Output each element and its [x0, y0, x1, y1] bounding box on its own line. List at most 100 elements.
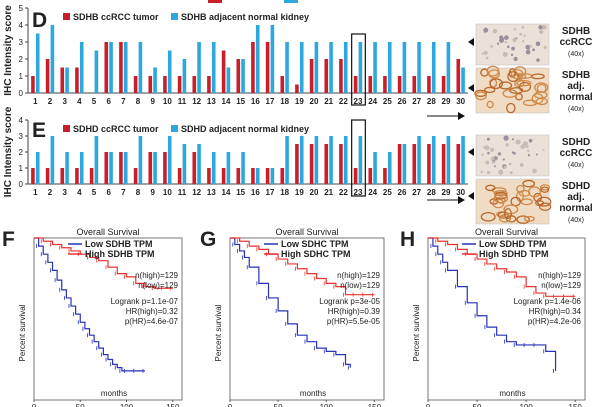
- x-tick-label: 13: [207, 97, 216, 106]
- tissue-tubule: [518, 81, 532, 92]
- km-legend-label: High SDHD TPM: [479, 249, 549, 259]
- bar-tumor-2: [45, 168, 50, 184]
- tissue-nucleus: [506, 45, 510, 49]
- bar-normal-27: [417, 136, 421, 184]
- bar-tumor-22: [339, 59, 343, 93]
- tissue-nucleus: [481, 153, 484, 156]
- bar-normal-28: [431, 42, 436, 93]
- x-tick-label: 27: [412, 97, 421, 106]
- ihc-image-title-line: SDHB: [562, 26, 590, 37]
- x-tick-label: 29: [442, 97, 451, 106]
- tissue-nucleus: [483, 27, 489, 33]
- bar-normal-2: [50, 25, 55, 93]
- ihc-image-title: SDHD ccRCC: [560, 137, 593, 159]
- tissue-nucleus: [493, 165, 496, 168]
- x-tick-label: 6: [106, 97, 111, 106]
- km-legend-label: High SDHB TPM: [85, 249, 155, 259]
- tissue-tubule: [488, 69, 501, 79]
- x-tick-label: 20: [310, 188, 319, 197]
- bar-normal-4: [79, 42, 84, 93]
- tissue-nucleus: [523, 34, 526, 37]
- ihc-image-title-line: SDHD: [562, 137, 590, 148]
- bar-normal-19: [299, 42, 304, 93]
- tissue-nucleus: [521, 40, 525, 43]
- tissue-tubule: [539, 202, 552, 211]
- tissue-nucleus: [480, 170, 484, 174]
- bar-normal-9: [153, 152, 157, 184]
- bar-normal-1: [35, 33, 40, 93]
- km-x-tick-label: 100: [519, 403, 533, 407]
- tissue-nucleus: [525, 49, 531, 55]
- tissue-tubule: [485, 184, 496, 192]
- bar-normal-25: [387, 152, 392, 184]
- tissue-nucleus: [498, 169, 504, 175]
- bar-normal-21: [329, 136, 333, 184]
- tissue-tubule: [528, 186, 541, 198]
- km-stat: Logrank p=1.4e-06: [514, 297, 582, 306]
- tissue-nucleus: [535, 153, 538, 156]
- x-tick-label: 11: [178, 188, 187, 197]
- km-title: Overall Survival: [475, 227, 538, 237]
- tissue-tubule: [536, 196, 552, 207]
- bar-normal-25: [387, 42, 392, 93]
- km-x-axis-title: months: [499, 389, 525, 398]
- km-x-tick-label: 0: [228, 403, 233, 407]
- bar-tumor-3: [60, 67, 65, 93]
- tissue-nucleus: [486, 137, 490, 141]
- tissue-tubule: [498, 81, 513, 90]
- panel-letter-D: D: [32, 9, 47, 32]
- km-x-axis-title: months: [101, 389, 127, 398]
- x-tick-label: 17: [266, 97, 275, 106]
- x-tick-label: 12: [192, 97, 201, 106]
- bar-normal-18: [285, 42, 289, 93]
- tissue-nucleus: [486, 170, 491, 175]
- km-plot-frame: [33, 237, 183, 401]
- tissue-tubule: [509, 87, 524, 94]
- bar-normal-21: [329, 42, 333, 93]
- km-stat: HR(high)=0.32: [126, 307, 179, 316]
- legend-label: SDHD ccRCC tumor: [73, 124, 159, 134]
- x-tick-label: 26: [398, 97, 407, 106]
- bar-normal-17: [270, 168, 275, 184]
- km-x-tick-label: 50: [274, 403, 283, 407]
- tissue-tubule: [493, 193, 508, 204]
- bar-tumor-7: [119, 42, 123, 93]
- km-chart-H: Overall Survival H Percent survival months 0…: [400, 227, 586, 407]
- tissue-nucleus: [536, 58, 540, 62]
- panel-letter-E: E: [32, 119, 46, 142]
- tissue-nucleus: [490, 45, 494, 48]
- ihc-image-title-line: ccRCC: [560, 37, 593, 48]
- tissue-nucleus: [503, 135, 509, 141]
- km-x-tick-label: 0: [32, 403, 37, 407]
- bar-normal-8: [138, 136, 143, 184]
- ihc-image-magnification: (40x): [568, 217, 584, 224]
- bar-tumor-28: [427, 144, 431, 184]
- x-tick-label: 15: [236, 97, 245, 106]
- km-legend-label: Low SDHD TPM: [479, 239, 547, 249]
- tissue-nucleus: [543, 45, 547, 49]
- bar-normal-3: [65, 152, 69, 184]
- legend-swatch: [63, 125, 70, 132]
- top-legend-swatch-tumor: [208, 0, 222, 3]
- km-stat: n(high)=129: [538, 271, 581, 280]
- bar-tumor-4: [75, 168, 79, 184]
- ihc-image-3: [475, 134, 550, 177]
- km-stat: Logrank p=3e-05: [319, 297, 380, 306]
- bar-tumor-24: [368, 168, 373, 184]
- ihc-image-title: SDHD adj. normal: [559, 181, 593, 214]
- x-tick-label: 16: [251, 97, 260, 106]
- bar-tumor-21: [324, 59, 329, 93]
- highlight-box-23: [351, 119, 366, 197]
- bar-normal-7: [123, 42, 128, 93]
- km-stat: n(low)=129: [138, 281, 178, 290]
- x-tick-label: 19: [295, 97, 304, 106]
- ihc-image-1: [475, 23, 550, 66]
- bar-normal-20: [314, 136, 319, 184]
- tissue-nucleus: [535, 41, 541, 47]
- tissue-nucleus: [502, 158, 505, 161]
- tissue-nucleus: [519, 32, 523, 36]
- bar-normal-23: [358, 136, 363, 184]
- bar-tumor-20: [309, 59, 314, 93]
- tissue-nucleus: [511, 138, 514, 141]
